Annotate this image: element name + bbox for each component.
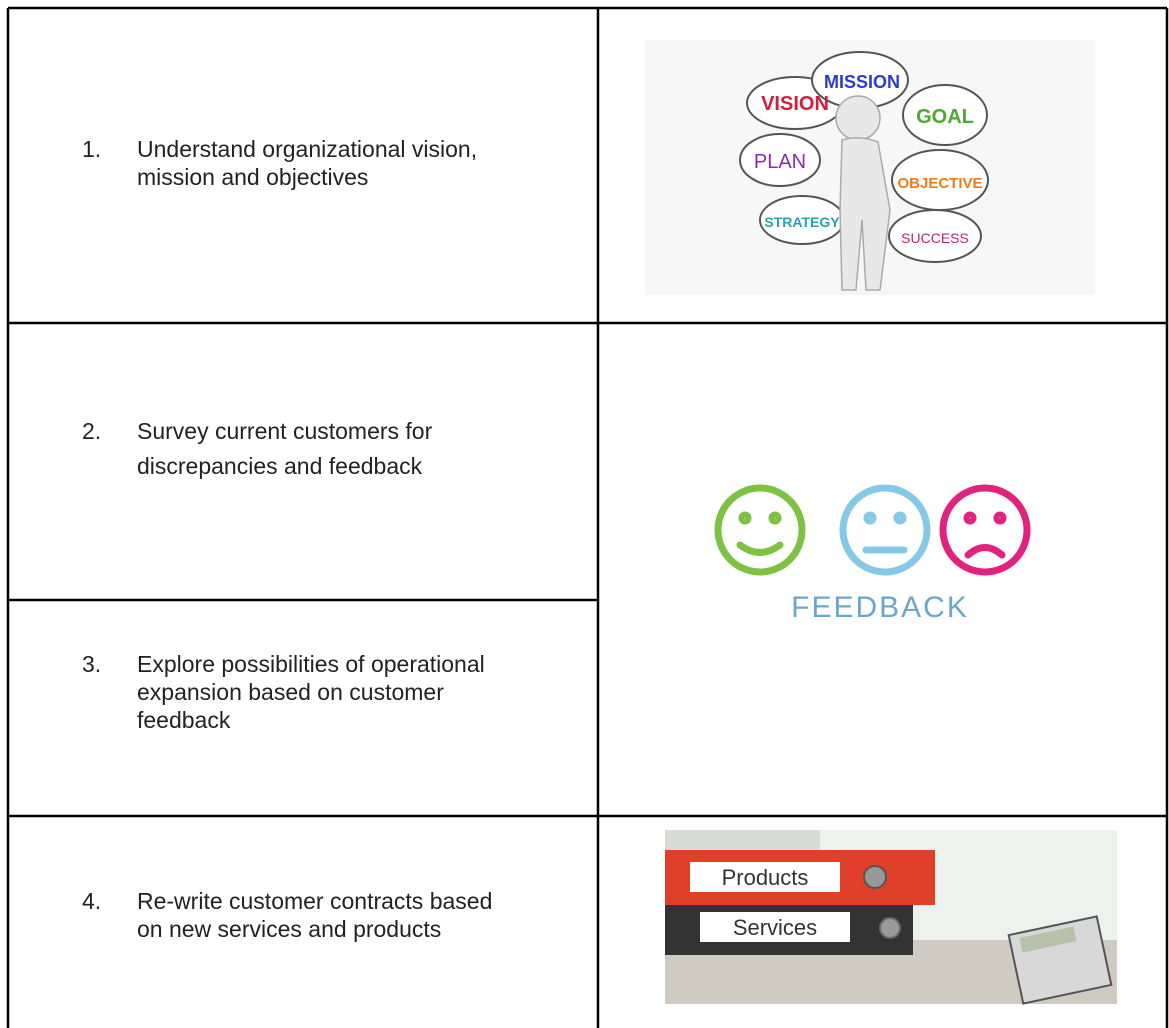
vision-image [645,40,1095,295]
table-borders [6,6,1169,1028]
list-number: 4. [82,888,101,914]
list-text: expansion based on customer [137,679,444,705]
cloud-word: PLAN [754,151,806,173]
list-text: Understand organizational vision, [137,136,477,162]
cloud-word: VISION [761,93,829,115]
feedback-label: FEEDBACK [791,591,969,624]
list-number: 1. [82,136,101,162]
binders-image [665,830,1117,1005]
cloud-word: SUCCESS [901,230,969,246]
list-text: Explore possibilities of operational [137,651,485,677]
binder-label: Products [722,865,809,890]
list-number: 3. [82,651,101,677]
list-text: Re-write customer contracts based [137,888,492,914]
list-text: discrepancies and feedback [137,453,423,479]
list-text: Survey current customers for [137,418,433,444]
cloud-word: MISSION [824,72,900,92]
list-number: 2. [82,418,101,444]
list-text: feedback [137,707,231,733]
cloud-word: OBJECTIVE [897,175,982,192]
cloud-word: GOAL [916,106,974,128]
feedback-image [714,484,1031,576]
cloud-word: STRATEGY [764,214,840,230]
list-text: on new services and products [137,916,441,942]
binder-label: Services [733,915,817,940]
list-text: mission and objectives [137,164,368,190]
